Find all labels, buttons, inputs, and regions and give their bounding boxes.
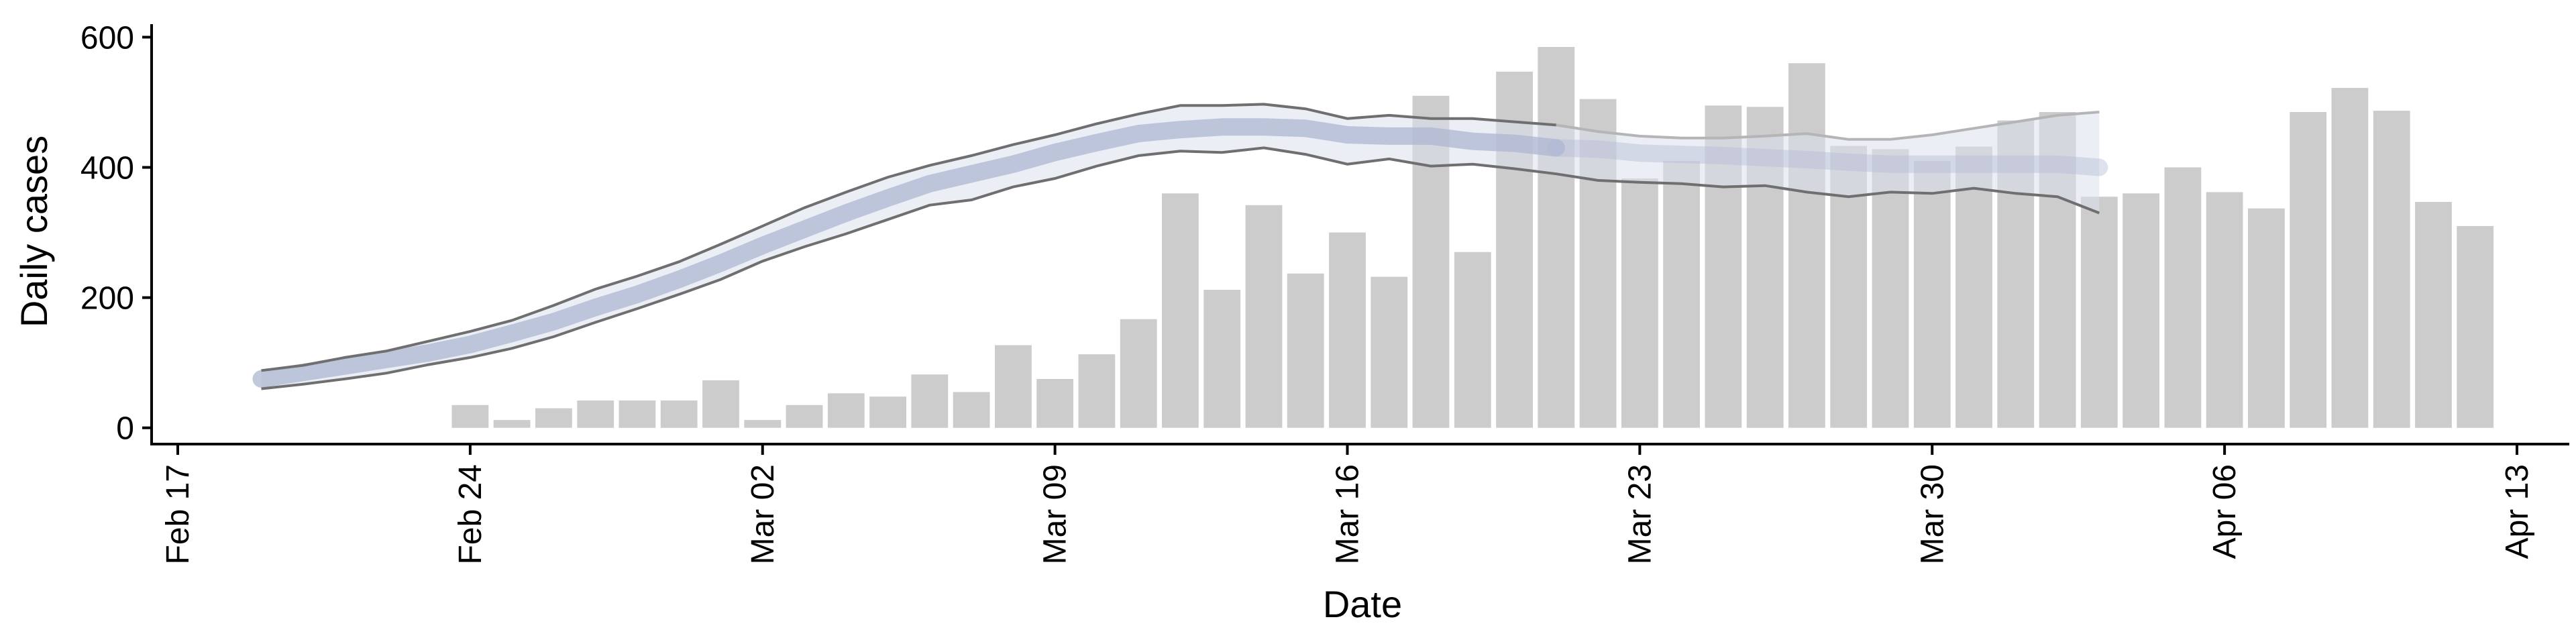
x-tick-label-2020-04-13: Apr 13: [2500, 464, 2535, 559]
bar-2020-03-03: [786, 405, 823, 428]
bar-2020-03-19: [1454, 252, 1491, 428]
estimate-upper-line-recent: [1556, 111, 2100, 141]
bar-2020-03-27: [1788, 63, 1825, 428]
y-tick-label-0: 0: [116, 411, 134, 447]
estimate-median-line: [252, 118, 1565, 388]
y-ticks: 0 200 400 600: [80, 20, 152, 447]
bar-2020-03-24: [1663, 160, 1700, 428]
bar-2020-03-29: [1872, 149, 1909, 428]
bar-2020-03-04: [827, 393, 865, 428]
bar-2020-03-21: [1538, 47, 1575, 428]
x-tick-label-2020-03-02: Mar 02: [745, 464, 781, 564]
bar-2020-03-08: [995, 345, 1032, 428]
x-tick-label-2020-02-24: Feb 24: [453, 464, 488, 564]
y-tick-label-200: 200: [80, 281, 134, 317]
bar-2020-04-12: [2457, 225, 2494, 428]
bar-2020-04-07: [2248, 208, 2285, 428]
bar-2020-03-13: [1203, 290, 1241, 428]
bar-2020-04-10: [2373, 111, 2410, 428]
bar-2020-03-09: [1036, 378, 1073, 428]
x-ticks: Feb 17 Feb 24 Mar 02 Mar 09 Mar 16 Mar 23 Mar …: [160, 444, 2535, 564]
bar-2020-03-31: [1955, 146, 1992, 428]
x-axis-label: Date: [1323, 583, 1402, 625]
estimate-upper-line: [261, 103, 1556, 372]
x-tick-label-2020-03-23: Mar 23: [1622, 464, 1658, 564]
bar-2020-02-25: [493, 420, 531, 428]
bar-2020-02-24: [451, 405, 489, 428]
estimate-median-line-recent: [1547, 139, 2108, 176]
y-tick-label-400: 400: [80, 151, 134, 186]
bar-2020-03-23: [1621, 178, 1658, 428]
estimate-lower-line: [261, 146, 2100, 390]
bar-2020-04-05: [2164, 167, 2202, 428]
y-tick-label-600: 600: [80, 20, 134, 56]
bar-2020-02-28: [619, 400, 656, 428]
x-tick-label-2020-03-09: Mar 09: [1038, 464, 1073, 564]
bar-2020-04-03: [2080, 197, 2118, 428]
x-tick-label-2020-02-17: Feb 17: [160, 464, 196, 564]
estimate-interval-band: [261, 104, 2100, 389]
plot-layer: [252, 47, 2494, 428]
x-tick-label-2020-04-06: Apr 06: [2207, 464, 2243, 559]
bar-2020-03-02: [744, 420, 782, 428]
bar-2020-02-29: [660, 400, 698, 428]
bar-2020-03-14: [1245, 205, 1283, 428]
bar-2020-03-01: [702, 380, 739, 428]
bar-2020-04-11: [2415, 202, 2452, 428]
bar-2020-03-06: [911, 374, 949, 428]
bar-2020-03-05: [869, 396, 906, 428]
bar-2020-04-06: [2206, 192, 2243, 428]
axes: [150, 24, 2569, 445]
y-axis-label: Daily cases: [13, 136, 55, 327]
bar-2020-04-04: [2123, 193, 2159, 428]
x-tick-label-2020-03-16: Mar 16: [1330, 464, 1366, 564]
bar-2020-03-07: [953, 392, 990, 428]
bar-2020-03-10: [1078, 354, 1116, 428]
x-tick-label-2020-03-30: Mar 30: [1915, 464, 1950, 564]
bar-2020-03-30: [1913, 160, 1951, 428]
bar-2020-03-15: [1287, 273, 1324, 428]
bar-2020-03-11: [1120, 319, 1157, 428]
bar-2020-03-16: [1329, 232, 1366, 428]
bar-2020-04-08: [2290, 112, 2327, 428]
bar-2020-02-27: [577, 400, 614, 428]
bar-2020-02-26: [535, 408, 572, 428]
bar-2020-04-09: [2331, 88, 2369, 428]
bar-2020-03-12: [1162, 193, 1199, 428]
bar-2020-03-17: [1371, 276, 1408, 428]
